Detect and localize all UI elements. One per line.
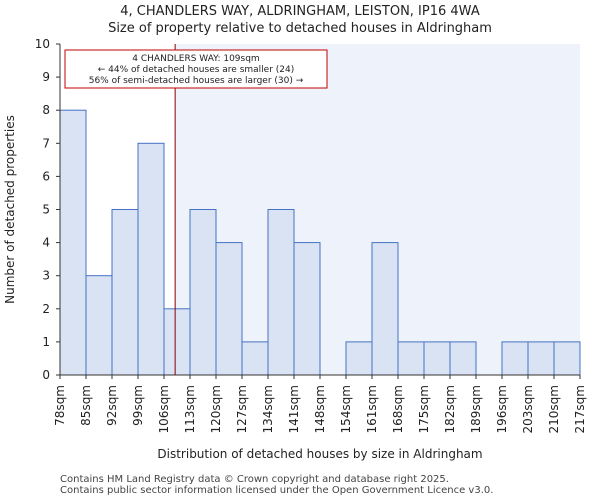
x-tick-label: 92sqm [105, 385, 119, 426]
x-axis-label: Distribution of detached houses by size … [157, 447, 482, 461]
x-tick-label: 85sqm [79, 385, 93, 426]
y-tick-label: 4 [42, 236, 50, 250]
bar [137, 142, 165, 376]
chart-title-address: 4, CHANDLERS WAY, ALDRINGHAM, LEISTON, I… [120, 4, 480, 19]
y-axis-label: Number of detached properties [3, 115, 17, 304]
bar [449, 341, 477, 376]
bar [293, 242, 321, 376]
x-tick-label: 196sqm [495, 385, 509, 433]
bar [527, 341, 555, 376]
bar [267, 209, 295, 376]
bar [59, 109, 87, 376]
x-tick-label: 78sqm [53, 385, 67, 426]
bar [163, 308, 191, 376]
y-tick-label: 6 [42, 169, 50, 183]
x-tick-label: 210sqm [547, 385, 561, 433]
x-tick-label: 168sqm [391, 385, 405, 433]
y-tick-label: 10 [35, 37, 50, 51]
x-tick-label: 189sqm [469, 385, 483, 433]
x-tick-label: 154sqm [339, 385, 353, 433]
annotation-line-3: 56% of semi-detached houses are larger (… [89, 76, 304, 86]
x-tick-label: 106sqm [157, 385, 171, 433]
chart-subtitle: Size of property relative to detached ho… [108, 21, 492, 36]
x-tick-label: 141sqm [287, 385, 301, 433]
bar [501, 341, 529, 376]
annotation-box [64, 49, 328, 89]
y-tick-label: 1 [42, 335, 50, 349]
footer-licence: Contains public sector information licen… [60, 485, 494, 496]
y-tick-label: 5 [42, 203, 50, 217]
y-tick-label: 8 [42, 103, 50, 117]
x-tick-label: 148sqm [313, 385, 327, 433]
y-tick-label: 9 [42, 70, 50, 84]
bar [423, 341, 451, 376]
bar [215, 242, 243, 376]
x-tick-label: 203sqm [521, 385, 535, 433]
x-tick-label: 99sqm [131, 385, 145, 426]
x-tick-label: 134sqm [261, 385, 275, 433]
y-tick-label: 0 [42, 368, 50, 382]
bar [397, 341, 425, 376]
bar [371, 242, 399, 376]
x-tick-label: 175sqm [417, 385, 431, 433]
y-tick-label: 3 [42, 269, 50, 283]
footer-copyright: Contains HM Land Registry data © Crown c… [60, 474, 449, 485]
x-tick-label: 120sqm [209, 385, 223, 433]
x-tick-label: 217sqm [573, 385, 587, 433]
bar [111, 209, 139, 376]
bar [553, 341, 581, 376]
bar [345, 341, 373, 376]
bar [85, 275, 113, 376]
annotation-line-1: 4 CHANDLERS WAY: 109sqm [132, 54, 259, 64]
x-tick-label: 113sqm [183, 385, 197, 433]
annotation-line-2: ← 44% of detached houses are smaller (24… [98, 65, 295, 75]
y-tick-label: 2 [42, 302, 50, 316]
y-tick-label: 7 [42, 136, 50, 150]
bar [189, 209, 217, 376]
x-tick-label: 182sqm [443, 385, 457, 433]
x-tick-label: 127sqm [235, 385, 249, 433]
x-tick-label: 161sqm [365, 385, 379, 433]
bar [241, 341, 269, 376]
